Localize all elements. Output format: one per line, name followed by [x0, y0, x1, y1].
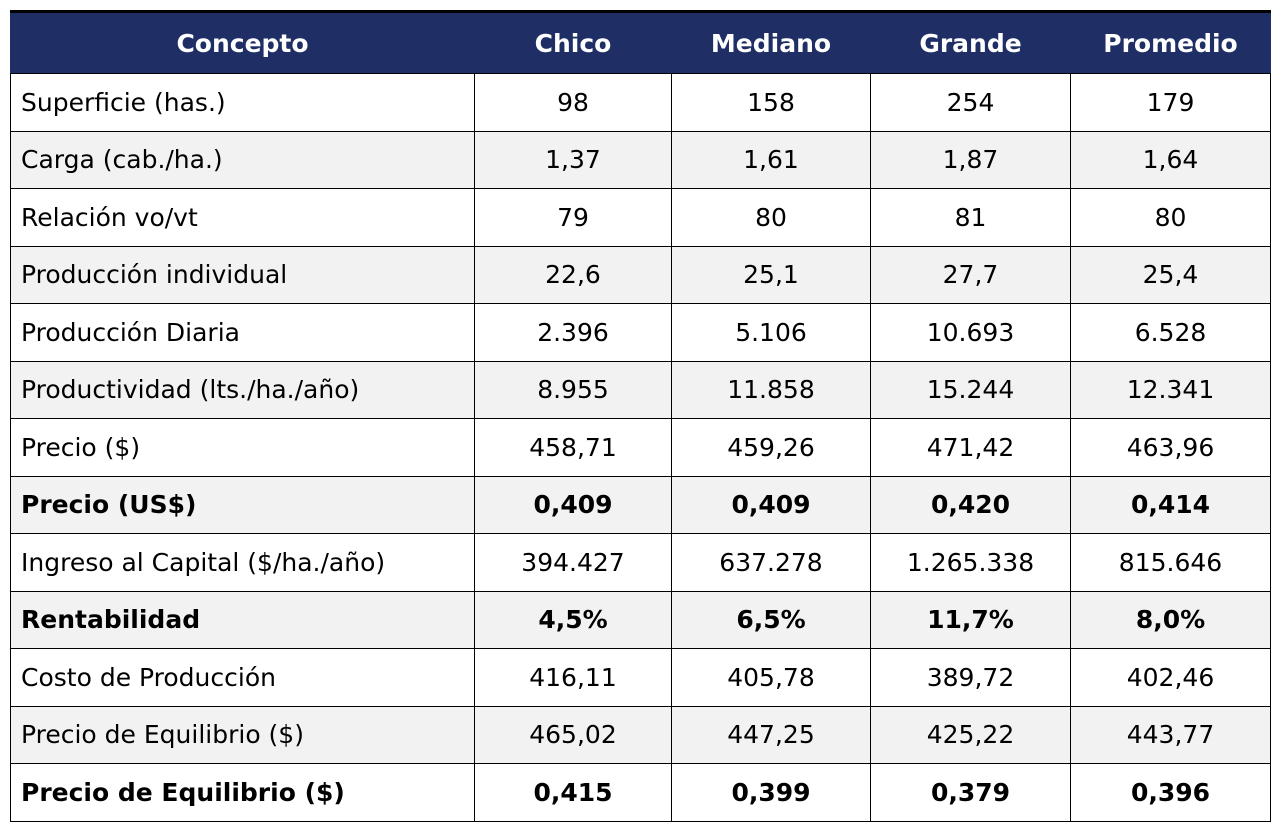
- table-cell: 4,5%: [474, 590, 672, 649]
- table-cell: 416,11: [474, 648, 672, 707]
- table-cell: 79: [474, 188, 672, 247]
- row-label: Costo de Producción: [10, 648, 475, 707]
- table-row: Productividad (lts./ha./año) 8.955 11.858 1…: [10, 360, 1271, 419]
- table-row: Ingreso al Capital ($/ha./año) 394.427 637…: [10, 533, 1271, 592]
- table-cell: 447,25: [671, 705, 871, 764]
- table-cell: 81: [870, 188, 1071, 247]
- table-cell: 0,379: [870, 763, 1071, 822]
- table-row: Relación vo/vt 79 80 81 80: [10, 188, 1271, 247]
- table-cell: 98: [474, 73, 672, 132]
- table-cell: 2.396: [474, 303, 672, 362]
- table-cell: 0,396: [1070, 763, 1271, 822]
- table-body: Superficie (has.) 98 158 254 179 Carga (cab./…: [10, 73, 1271, 822]
- row-label: Carga (cab./ha.): [10, 130, 475, 189]
- table-row: Precio ($) 458,71 459,26 471,42 463,96: [10, 418, 1271, 477]
- table-cell: 254: [870, 73, 1071, 132]
- table-cell: 459,26: [671, 418, 871, 477]
- table-cell: 22,6: [474, 245, 672, 304]
- table-cell: 815.646: [1070, 533, 1271, 592]
- table-cell: 0,399: [671, 763, 871, 822]
- table-cell: 425,22: [870, 705, 1071, 764]
- table-cell: 11.858: [671, 360, 871, 419]
- table-cell: 6,5%: [671, 590, 871, 649]
- data-table: Concepto Chico Mediano Grande Promedio S…: [10, 10, 1271, 822]
- table-cell: 6.528: [1070, 303, 1271, 362]
- table-cell: 27,7: [870, 245, 1071, 304]
- table-cell: 463,96: [1070, 418, 1271, 477]
- table-cell: 637.278: [671, 533, 871, 592]
- row-label: Producción individual: [10, 245, 475, 304]
- row-label: Precio (US$): [10, 475, 475, 534]
- table-cell: 80: [671, 188, 871, 247]
- row-label: Precio ($): [10, 418, 475, 477]
- table-cell: 394.427: [474, 533, 672, 592]
- table-cell: 5.106: [671, 303, 871, 362]
- table-cell: 179: [1070, 73, 1271, 132]
- table-header: Concepto Chico Mediano Grande Promedio: [10, 10, 1271, 74]
- table-row: Producción Diaria 2.396 5.106 10.693 6.528: [10, 303, 1271, 362]
- table-cell: 158: [671, 73, 871, 132]
- table-cell: 465,02: [474, 705, 672, 764]
- row-label: Productividad (lts./ha./año): [10, 360, 475, 419]
- table-cell: 12.341: [1070, 360, 1271, 419]
- table-row: Precio de Equilibrio ($) 0,415 0,399 0,379 0…: [10, 763, 1271, 822]
- table-cell: 8,0%: [1070, 590, 1271, 649]
- table-row: Precio (US$) 0,409 0,409 0,420 0,414: [10, 475, 1271, 534]
- table-cell: 458,71: [474, 418, 672, 477]
- header-grande: Grande: [870, 10, 1071, 74]
- header-promedio: Promedio: [1070, 10, 1271, 74]
- row-label: Precio de Equilibrio ($): [10, 763, 475, 822]
- table-cell: 1,64: [1070, 130, 1271, 189]
- table-cell: 0,414: [1070, 475, 1271, 534]
- header-chico: Chico: [474, 10, 672, 74]
- table-cell: 0,415: [474, 763, 672, 822]
- table-cell: 1,87: [870, 130, 1071, 189]
- table-row: Producción individual 22,6 25,1 27,7 25,4: [10, 245, 1271, 304]
- header-mediano: Mediano: [671, 10, 871, 74]
- table-cell: 0,409: [474, 475, 672, 534]
- table-cell: 471,42: [870, 418, 1071, 477]
- table-cell: 389,72: [870, 648, 1071, 707]
- row-label: Rentabilidad: [10, 590, 475, 649]
- data-table-container: Concepto Chico Mediano Grande Promedio S…: [10, 10, 1271, 822]
- header-row: Concepto Chico Mediano Grande Promedio: [10, 10, 1271, 74]
- row-label: Relación vo/vt: [10, 188, 475, 247]
- table-cell: 1.265.338: [870, 533, 1071, 592]
- table-row: Costo de Producción 416,11 405,78 389,72 402…: [10, 648, 1271, 707]
- table-cell: 80: [1070, 188, 1271, 247]
- table-cell: 0,420: [870, 475, 1071, 534]
- table-cell: 0,409: [671, 475, 871, 534]
- table-cell: 25,4: [1070, 245, 1271, 304]
- table-cell: 11,7%: [870, 590, 1071, 649]
- row-label: Ingreso al Capital ($/ha./año): [10, 533, 475, 592]
- table-row: Precio de Equilibrio ($) 465,02 447,25 425,…: [10, 705, 1271, 764]
- table-cell: 402,46: [1070, 648, 1271, 707]
- table-row: Rentabilidad 4,5% 6,5% 11,7% 8,0%: [10, 590, 1271, 649]
- table-cell: 1,37: [474, 130, 672, 189]
- table-row: Carga (cab./ha.) 1,37 1,61 1,87 1,64: [10, 130, 1271, 189]
- table-cell: 405,78: [671, 648, 871, 707]
- row-label: Superficie (has.): [10, 73, 475, 132]
- row-label: Producción Diaria: [10, 303, 475, 362]
- table-cell: 10.693: [870, 303, 1071, 362]
- row-label: Precio de Equilibrio ($): [10, 705, 475, 764]
- table-cell: 8.955: [474, 360, 672, 419]
- header-concepto: Concepto: [10, 10, 475, 74]
- table-row: Superficie (has.) 98 158 254 179: [10, 73, 1271, 132]
- table-cell: 443,77: [1070, 705, 1271, 764]
- table-cell: 15.244: [870, 360, 1071, 419]
- table-cell: 1,61: [671, 130, 871, 189]
- table-cell: 25,1: [671, 245, 871, 304]
